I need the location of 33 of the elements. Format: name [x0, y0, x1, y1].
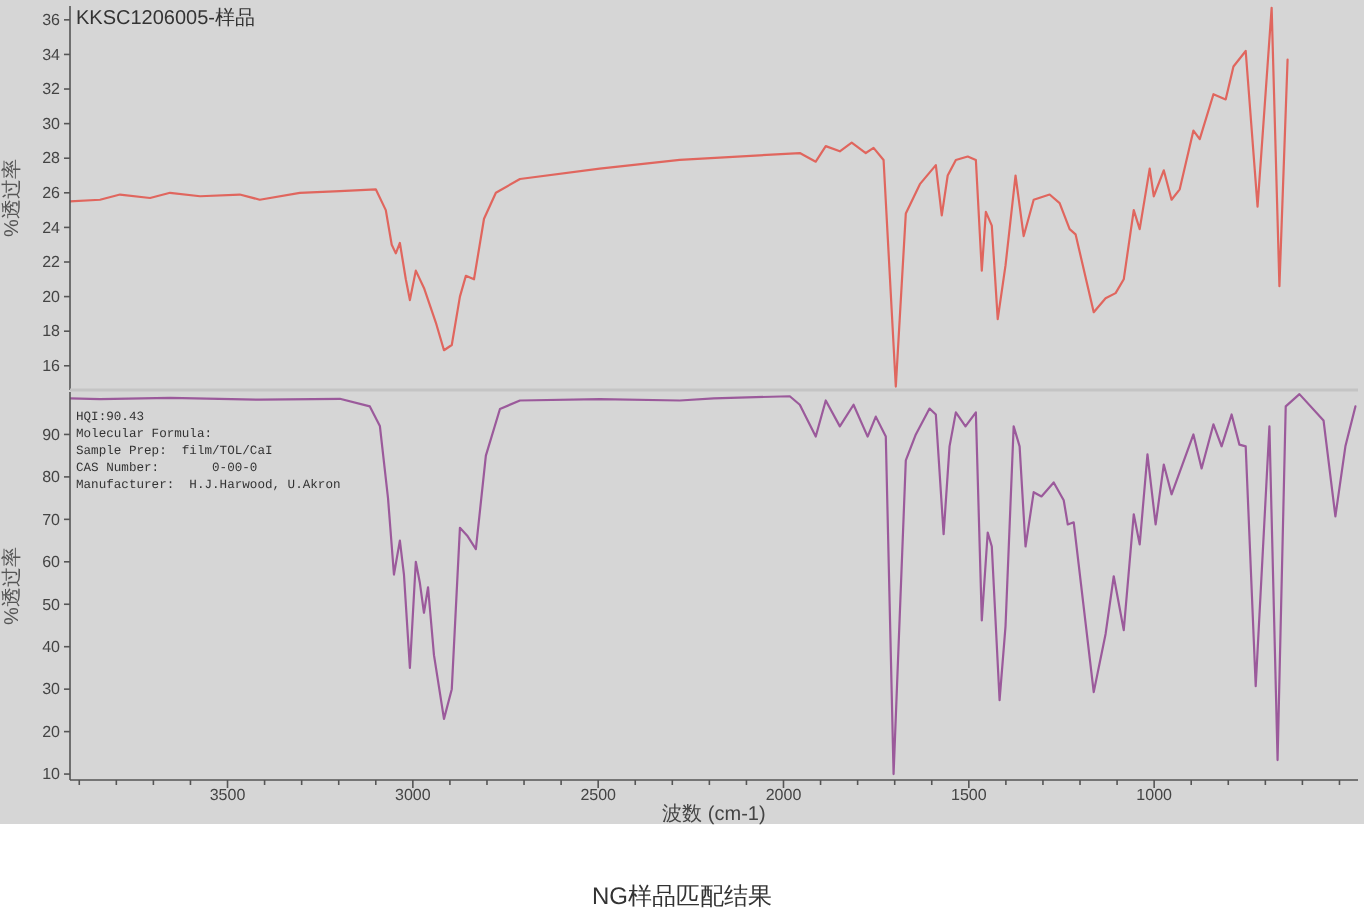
x-tick-label: 3000	[395, 786, 432, 804]
x-tick-label: 1500	[951, 786, 988, 804]
y-axis-title: %透过率	[0, 547, 24, 625]
y-tick-label: 16	[42, 357, 62, 376]
line-series	[70, 6, 1289, 388]
y-tick-label: 28	[42, 149, 62, 168]
y-tick-label: 30	[42, 114, 62, 133]
y-tick-label: 50	[42, 595, 62, 614]
text: NG样品匹配结果	[592, 882, 772, 910]
y-tick-label: 20	[42, 722, 62, 741]
y-tick-label: 80	[42, 468, 62, 487]
y-tick-label: 26	[42, 184, 62, 203]
y-tick-label: 30	[42, 680, 62, 699]
y-tick-label: 18	[42, 322, 62, 341]
y-axis-title: %透过率	[0, 159, 24, 237]
x-tick-label: 3500	[209, 786, 247, 804]
y-tick-label: 34	[42, 45, 62, 64]
y-tick-label: 22	[42, 253, 62, 272]
y-tick-label: 60	[42, 553, 62, 572]
x-tick-label: 2500	[580, 786, 618, 804]
y-tick-label: 10	[42, 765, 62, 784]
y-tick-label: 40	[42, 637, 62, 656]
y-tick-label: 24	[42, 218, 62, 237]
x-axis-title: 波数 (cm-1)	[662, 802, 766, 826]
y-tick-label: 90	[42, 425, 62, 444]
x-tick-label: 2000	[765, 786, 803, 804]
y-tick-label: 32	[42, 80, 62, 99]
y-tick-label: 20	[42, 287, 62, 306]
y-tick-label: 70	[42, 510, 62, 529]
line-series	[70, 393, 1357, 776]
annotation: KKSC1206005-样品	[76, 6, 255, 30]
y-tick-label: 36	[42, 11, 62, 30]
x-tick-label: 1000	[1136, 786, 1174, 804]
